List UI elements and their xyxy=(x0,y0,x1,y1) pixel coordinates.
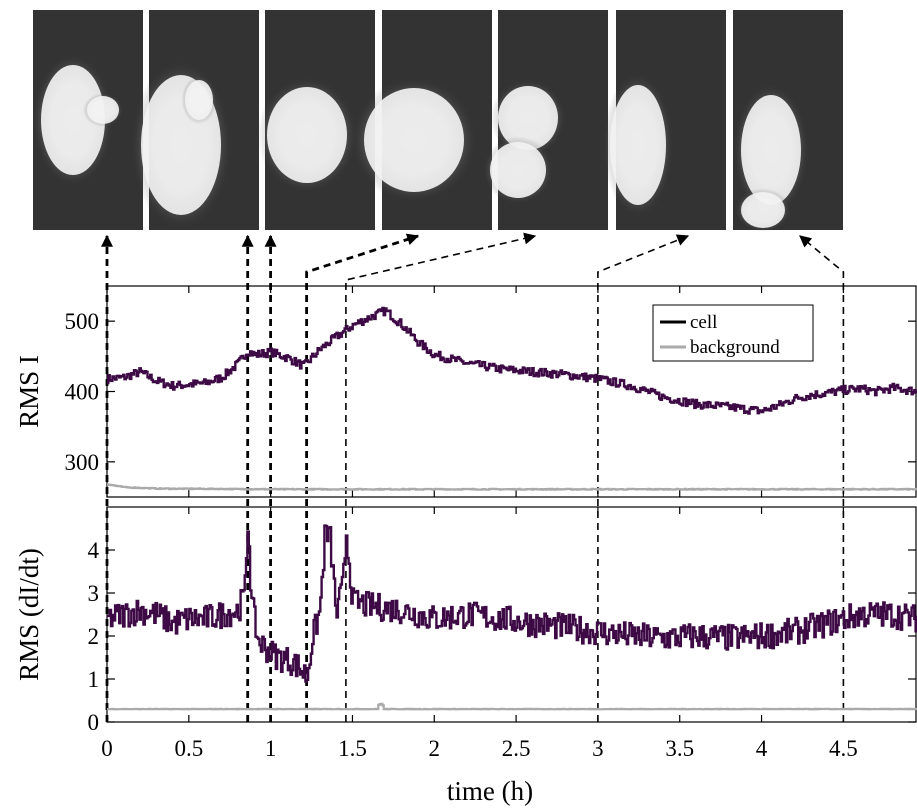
series-cell-line xyxy=(107,524,917,683)
legend-label-background: background xyxy=(690,337,780,358)
x-tick-label: 4.5 xyxy=(829,736,858,761)
x-tick-label: 2 xyxy=(429,736,441,761)
y-tick-label: 400 xyxy=(65,380,100,405)
y-tick-label: 500 xyxy=(65,309,100,334)
series-background-line xyxy=(107,702,917,711)
y-tick-label: 300 xyxy=(65,450,100,475)
x-tick-label: 0.5 xyxy=(174,736,203,761)
cell-body xyxy=(741,95,801,205)
y-tick-label: 3 xyxy=(88,581,100,606)
thumbnail-6 xyxy=(603,10,726,230)
marker-line-t1_22 xyxy=(305,233,420,722)
y-tick-label: 1 xyxy=(88,667,100,692)
series-background-line xyxy=(107,483,917,491)
legend-box xyxy=(652,304,814,362)
cell-body xyxy=(364,88,464,192)
cell-body xyxy=(610,85,666,205)
x-tick-label: 1 xyxy=(265,736,277,761)
cell-body xyxy=(267,87,347,183)
rms-intensity-panel: 300 400 500 RMS I cell background xyxy=(14,285,917,498)
y-tick-label: 2 xyxy=(88,624,100,649)
top-y-axis-label: RMS I xyxy=(14,355,44,428)
x-tick-label: 3 xyxy=(592,736,604,761)
x-axis: 0 0.5 1 1.5 2 2.5 3 3.5 4 4.5 xyxy=(101,736,857,761)
x-axis-label: time (h) xyxy=(447,776,533,806)
thumbnail-2 xyxy=(131,10,259,230)
cell-body xyxy=(741,192,785,228)
x-tick-label: 1.5 xyxy=(338,736,367,761)
x-tick-label: 0 xyxy=(101,736,113,761)
cell-body xyxy=(490,142,546,198)
x-tick-label: 3.5 xyxy=(665,736,694,761)
marker-line-t1_46 xyxy=(345,232,537,722)
x-tick-label: 2.5 xyxy=(502,736,531,761)
microscopy-thumbnail-strip xyxy=(33,10,843,232)
bottom-plot-frame xyxy=(106,506,917,723)
y-tick-label: 0 xyxy=(88,710,100,735)
cell-body xyxy=(498,86,558,150)
x-tick-label: 4 xyxy=(756,736,768,761)
legend-label-cell: cell xyxy=(690,312,717,333)
marker-line-t4_5 xyxy=(799,235,845,722)
thumbnail-7 xyxy=(733,10,843,232)
cell-body xyxy=(41,65,105,175)
legend: cell background xyxy=(652,304,814,362)
cell-body xyxy=(87,96,119,124)
y-tick-label: 4 xyxy=(88,538,100,563)
thumbnail-5 xyxy=(483,10,608,230)
cell-body xyxy=(185,80,213,120)
rms-derivative-panel: 0 1 2 3 4 RMS (dI/dt) xyxy=(14,506,917,735)
marker-line-t3 xyxy=(597,234,690,722)
bottom-y-axis-label: RMS (dI/dt) xyxy=(14,548,44,681)
thumbnail-1 xyxy=(33,10,143,230)
thumbnail-3 xyxy=(257,10,375,230)
thumbnail-4 xyxy=(351,10,492,230)
series-cell-line xyxy=(107,306,917,415)
